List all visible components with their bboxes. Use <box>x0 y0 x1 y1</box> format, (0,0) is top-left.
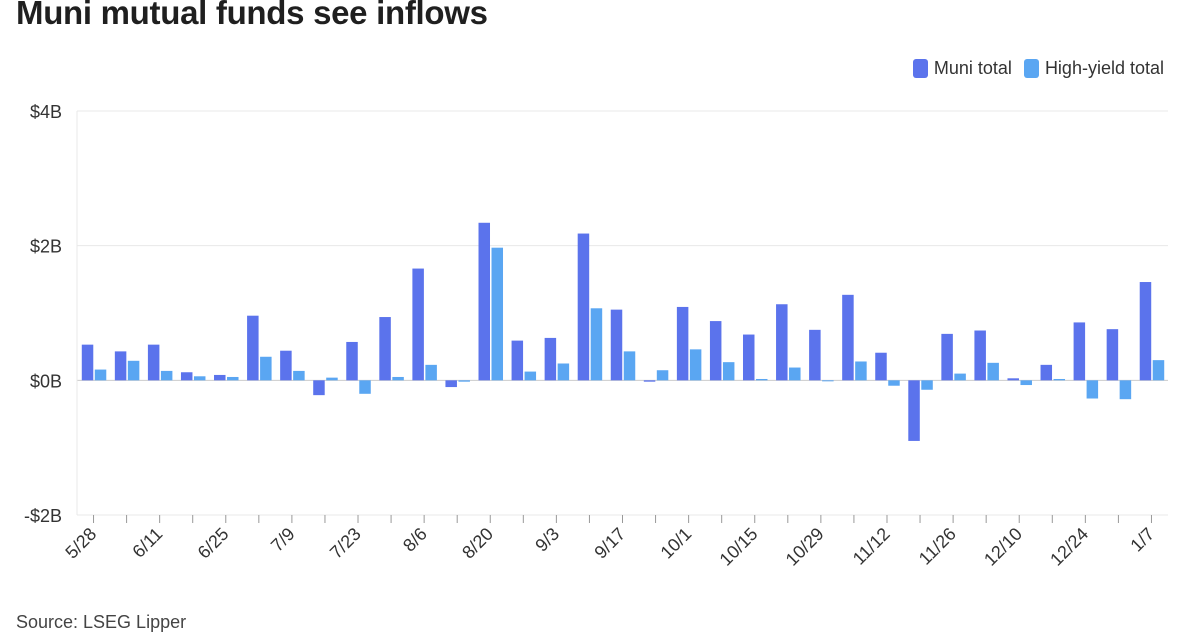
bar-high-yield-11-12 <box>888 380 900 386</box>
bar-muni-7-2 <box>247 315 259 381</box>
x-tick-label: 7/23 <box>326 524 365 563</box>
bar-high-yield-6-18 <box>193 376 206 381</box>
bar-muni-10-1 <box>676 306 689 381</box>
bar-muni-12-10 <box>1007 378 1019 381</box>
bar-muni-8-27 <box>511 340 524 381</box>
legend-item-high-yield: High-yield total <box>1023 58 1164 79</box>
bar-muni-6-18 <box>180 372 193 381</box>
bar-muni-1-7 <box>1139 282 1152 381</box>
bar-muni-11-12 <box>875 352 887 381</box>
bar-high-yield-7-30 <box>392 376 404 381</box>
x-tick-label: 8/6 <box>399 524 431 556</box>
x-tick-label: 8/20 <box>458 524 497 563</box>
x-tick-label: 12/24 <box>1046 524 1092 570</box>
bar-high-yield-7-23 <box>359 380 371 394</box>
bar-muni-8-20 <box>478 222 491 381</box>
bar-high-yield-10-29 <box>822 380 834 382</box>
bar-high-yield-6-11 <box>160 370 173 381</box>
x-tick-label: 7/9 <box>267 524 299 556</box>
bar-muni-8-6 <box>412 268 424 381</box>
bar-muni-10-29 <box>809 329 821 381</box>
bar-muni-9-10 <box>577 233 590 381</box>
y-tick-label: $4B <box>30 102 62 122</box>
bar-muni-10-15 <box>742 334 755 381</box>
bar-muni-7-9 <box>280 350 292 381</box>
bar-muni-6-4 <box>114 351 127 381</box>
bar-high-yield-6-4 <box>127 360 140 381</box>
bar-high-yield-11-26 <box>954 373 966 381</box>
bar-muni-5-28 <box>81 344 94 381</box>
x-tick-label: 9/17 <box>590 524 629 563</box>
bar-muni-11-26 <box>941 333 953 381</box>
bar-muni-12-3 <box>974 330 986 381</box>
bar-muni-10-8 <box>709 321 722 381</box>
bar-high-yield-10-1 <box>689 349 702 381</box>
x-tick-label: 11/12 <box>849 524 894 569</box>
bar-muni-12-24 <box>1073 322 1086 381</box>
bar-high-yield-7-9 <box>293 370 305 381</box>
x-tick-label: 10/15 <box>716 524 762 570</box>
bar-high-yield-8-13 <box>458 380 470 382</box>
bar-high-yield-8-6 <box>425 364 437 381</box>
legend-swatch-high-yield <box>1023 59 1039 78</box>
bar-muni-7-30 <box>379 317 391 381</box>
bar-high-yield-9-17 <box>623 351 636 381</box>
bar-high-yield-9-24 <box>656 370 669 381</box>
bar-high-yield-9-10 <box>590 308 603 381</box>
bar-high-yield-8-27 <box>524 371 537 381</box>
bar-muni-7-16 <box>313 380 325 396</box>
x-tick-label: 10/29 <box>782 524 828 570</box>
bar-high-yield-10-15 <box>755 378 768 381</box>
bar-high-yield-12-31 <box>1119 380 1132 400</box>
x-tick-label: 6/25 <box>194 524 233 563</box>
x-tick-label: 9/3 <box>531 524 563 556</box>
x-tick-label: 6/11 <box>129 524 167 562</box>
bar-high-yield-11-5 <box>855 361 867 381</box>
y-tick-label: -$2B <box>24 506 62 526</box>
y-tick-label: $0B <box>30 371 62 391</box>
x-tick-label: 12/10 <box>980 524 1026 570</box>
legend-label-high-yield: High-yield total <box>1044 58 1164 78</box>
x-tick-label: 5/28 <box>61 524 100 563</box>
bar-muni-7-23 <box>346 341 358 381</box>
y-tick-label: $2B <box>30 237 62 257</box>
bar-muni-9-17 <box>610 309 623 381</box>
bar-muni-11-5 <box>842 294 854 381</box>
legend-label-muni: Muni total <box>933 58 1012 78</box>
bar-high-yield-7-2 <box>260 356 272 381</box>
bar-high-yield-12-3 <box>987 362 999 381</box>
bar-high-yield-12-17 <box>1053 378 1066 381</box>
bar-muni-12-17 <box>1040 364 1053 381</box>
bar-high-yield-1-7 <box>1152 360 1165 381</box>
legend-item-muni: Muni total <box>912 58 1012 79</box>
bar-muni-6-25 <box>214 374 226 381</box>
bar-muni-9-3 <box>544 337 557 381</box>
x-tick-label: 10/1 <box>657 524 696 563</box>
chart-legend: Muni total High-yield total <box>901 58 1164 79</box>
bar-high-yield-8-20 <box>491 247 504 381</box>
source-note: Source: LSEG Lipper <box>16 612 187 632</box>
legend-swatch-muni <box>912 59 928 78</box>
bar-muni-8-13 <box>445 380 457 388</box>
x-tick-label: 1/7 <box>1126 524 1158 556</box>
bar-high-yield-12-10 <box>1020 380 1032 386</box>
bar-muni-11-19 <box>908 380 920 441</box>
bar-high-yield-12-24 <box>1086 380 1099 399</box>
bar-muni-6-11 <box>147 344 160 381</box>
bar-muni-9-24 <box>643 380 656 382</box>
bar-high-yield-10-22 <box>789 367 801 381</box>
bar-high-yield-7-16 <box>326 377 338 381</box>
bar-high-yield-6-25 <box>227 376 239 381</box>
bar-high-yield-10-8 <box>722 362 735 381</box>
bar-high-yield-9-3 <box>557 363 570 381</box>
chart-title: Muni mutual funds see inflows <box>16 0 488 31</box>
bar-high-yield-11-19 <box>921 380 933 390</box>
bar-muni-12-31 <box>1106 329 1119 381</box>
bar-high-yield-5-28 <box>94 369 107 381</box>
bar-muni-10-22 <box>776 304 788 381</box>
x-tick-label: 11/26 <box>915 524 960 569</box>
